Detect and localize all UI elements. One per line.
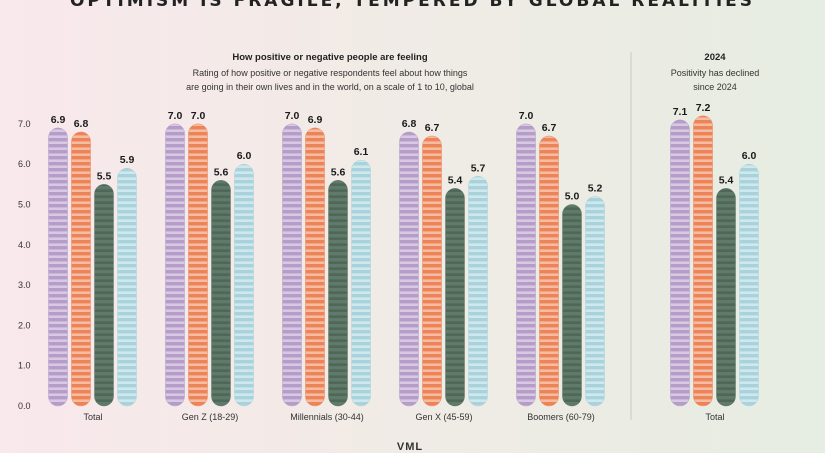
value-label: 7.2 [696, 102, 711, 114]
bar [282, 123, 302, 407]
value-label: 5.4 [448, 174, 463, 186]
bar [165, 123, 185, 407]
value-label: 6.7 [425, 122, 440, 134]
x-tick-label: Total [83, 412, 102, 422]
value-labels: 6.9 6.8 5.5 5.9 7.0 7.0 5.6 6.0 7.0 6.9 5.6 6.1 6.8 6… [51, 102, 757, 203]
y-tick-label: 4.0 [18, 240, 31, 250]
value-label: 6.1 [354, 146, 369, 158]
y-tick-label: 1.0 [18, 361, 31, 371]
value-label: 6.7 [542, 122, 557, 134]
left-header: How positive or negative people are feel… [160, 52, 500, 94]
right-header: 2024 Positivity has declined since 2024 [640, 52, 790, 94]
value-label: 6.9 [308, 114, 323, 126]
left-header-subtitle-2: are going in their own lives and in the … [186, 82, 474, 92]
bar [445, 188, 465, 407]
value-label: 7.0 [285, 110, 300, 122]
bar [71, 131, 91, 407]
x-tick-label: Gen X (45-59) [415, 412, 472, 422]
x-tick-label: Total [705, 412, 724, 422]
bars [48, 115, 759, 407]
bar [585, 196, 605, 407]
bar [716, 188, 736, 407]
bar [351, 159, 371, 407]
y-tick-label: 5.0 [18, 200, 31, 210]
value-label: 6.8 [402, 118, 417, 130]
value-label: 5.0 [565, 191, 580, 203]
x-tick-label: Boomers (60-79) [527, 412, 595, 422]
bar [188, 123, 208, 407]
page-title: OPTIMISM IS FRAGILE, TEMPERED BY GLOBAL … [69, 0, 756, 11]
y-tick-label: 6.0 [18, 159, 31, 169]
bar [234, 163, 254, 407]
value-label: 5.7 [471, 162, 486, 174]
value-label: 6.9 [51, 114, 66, 126]
y-tick-label: 7.0 [18, 119, 31, 129]
bar [739, 163, 759, 407]
value-label: 5.5 [97, 170, 112, 182]
bar [211, 180, 231, 407]
y-axis: 0.0 1.0 2.0 3.0 4.0 5.0 6.0 7.0 [18, 119, 31, 411]
y-tick-label: 3.0 [18, 280, 31, 290]
bar [117, 167, 137, 407]
y-tick-label: 2.0 [18, 320, 31, 330]
bar [305, 127, 325, 407]
value-label: 6.0 [742, 150, 757, 162]
right-header-subtitle-1: Positivity has declined [670, 68, 760, 78]
value-label: 5.4 [719, 174, 734, 186]
value-label: 5.6 [331, 166, 346, 178]
x-tick-label: Gen Z (18-29) [182, 412, 239, 422]
bar [399, 131, 419, 407]
x-axis-labels: Total Gen Z (18-29) Millennials (30-44) Gen… [83, 412, 724, 422]
value-label: 7.1 [673, 106, 688, 118]
bar [693, 115, 713, 407]
bar [670, 119, 690, 407]
y-tick-label: 0.0 [18, 401, 31, 411]
value-label: 7.0 [168, 110, 183, 122]
bar [328, 180, 348, 407]
value-label: 5.9 [120, 154, 135, 166]
value-label: 6.8 [74, 118, 89, 130]
bar [562, 204, 582, 407]
value-label: 7.0 [191, 110, 206, 122]
footer-logo: VML [396, 441, 424, 453]
value-label: 7.0 [519, 110, 534, 122]
left-header-title: How positive or negative people are feel… [232, 52, 428, 63]
value-label: 5.2 [588, 182, 603, 194]
bar [516, 123, 536, 407]
x-tick-label: Millennials (30-44) [290, 412, 364, 422]
value-label: 6.0 [237, 150, 252, 162]
right-header-title: 2024 [704, 52, 726, 63]
left-header-subtitle-1: Rating of how positive or negative respo… [192, 68, 468, 78]
bar [539, 135, 559, 407]
right-header-subtitle-2: since 2024 [693, 82, 737, 92]
bar [468, 176, 488, 407]
value-label: 5.6 [214, 166, 229, 178]
bar [94, 184, 114, 407]
bar [422, 135, 442, 407]
bar [48, 127, 68, 407]
